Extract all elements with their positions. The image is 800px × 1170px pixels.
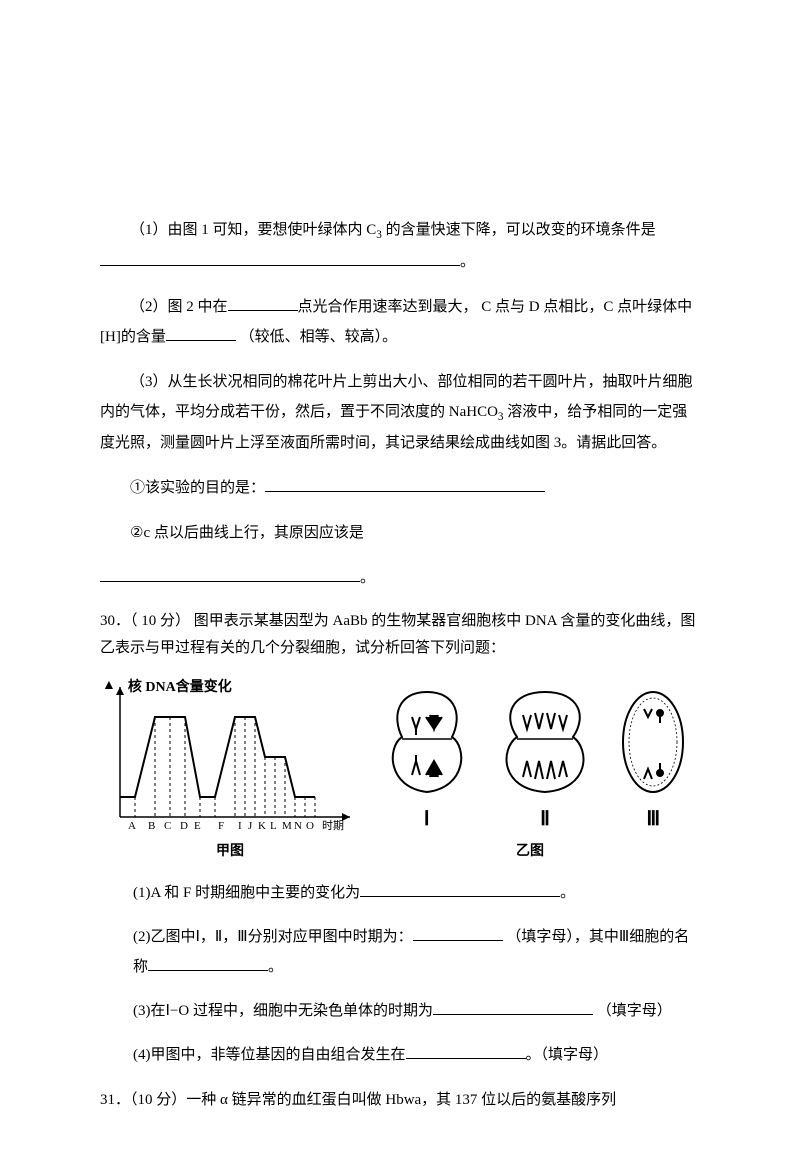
exam-page: （1）由图 1 可知，要想使叶绿体内 C3 的含量快速下降，可以改变的环境条件是… (0, 0, 800, 1170)
figure-jia: ▲核 DNA含量变化 (100, 677, 360, 837)
q29-1: （1）由图 1 可知，要想使叶绿体内 C3 的含量快速下降，可以改变的环境条件是… (100, 215, 700, 277)
q30-4-a: (4)甲图中，非等位基因的自由组合发生在 (133, 1047, 406, 1063)
blank-q30-4 (406, 1043, 526, 1059)
q30-1-b: 。 (560, 885, 575, 901)
caption-yi: 乙图 (360, 839, 700, 864)
blank-q30-2a (413, 925, 503, 941)
blank-q29-2a (228, 295, 298, 311)
q30-head-text: 30．（ 10 分） 图甲表示某基因型为 AaBb 的生物某器官细胞核中 DNA… (100, 613, 695, 656)
q29-3-2-text: ②c 点以后曲线上行，其原因应该是 (130, 525, 364, 541)
svg-text:J: J (248, 820, 253, 832)
figure-yi: Ⅰ (360, 687, 700, 837)
blank-q29-3-2 (100, 566, 360, 582)
cell-3 (618, 687, 688, 797)
cell-1 (382, 687, 472, 797)
blank-q30-2b (148, 955, 268, 971)
cell-2 (495, 687, 595, 797)
q30-2-c: 。 (268, 959, 283, 975)
q29-3: （3）从生长状况相同的棉花叶片上剪出大小、部位相同的若干圆叶片，抽取叶片细胞内的… (100, 367, 700, 459)
svg-text:C: C (164, 820, 171, 832)
cell-1-wrap: Ⅰ (382, 687, 472, 837)
roman-1: Ⅰ (382, 801, 472, 837)
svg-text:B: B (148, 820, 155, 832)
q29-1-text-b: 的含量快速下降，可以改变的环境条件是 (382, 222, 656, 238)
q30-1: (1)A 和 F 时期细胞中主要的变化为 。 (100, 879, 700, 908)
cell-2-wrap: Ⅱ (495, 687, 595, 837)
q29-3-2-blank-row: 。 (100, 563, 700, 593)
blank-q30-1 (360, 881, 560, 897)
q29-1-text-a: （1）由图 1 可知，要想使叶绿体内 C (130, 222, 376, 238)
svg-text:M: M (282, 820, 292, 832)
svg-text:O: O (306, 820, 314, 832)
q29-3-2: ②c 点以后曲线上行，其原因应该是 (100, 518, 700, 548)
q30-3-b: （填字母） (593, 1003, 672, 1019)
q30-3: (3)在Ⅰ−O 过程中，细胞中无染色单体的时期为 （填字母） (100, 997, 700, 1026)
blank-q30-3 (433, 999, 593, 1015)
q30-4: (4)甲图中，非等位基因的自由组合发生在 。（填字母） (100, 1041, 700, 1070)
q30-1-a: (1)A 和 F 时期细胞中主要的变化为 (133, 885, 360, 901)
svg-text:K: K (258, 820, 266, 832)
q30-3-a: (3)在Ⅰ−O 过程中，细胞中无染色单体的时期为 (133, 1003, 433, 1019)
jia-ylabel-text: 核 DNA含量变化 (128, 680, 232, 695)
svg-text:E: E (194, 820, 201, 832)
q31: 31．（10 分）一种 α 链异常的血红蛋白叫做 Hbwa，其 137 位以后的… (100, 1085, 700, 1115)
cell-3-wrap: Ⅲ (618, 687, 688, 837)
q29-3-1-text: ①该实验的目的是： (130, 480, 265, 496)
q29-2: （2）图 2 中在点光合作用速率达到最大， C 点与 D 点相比，C 点叶绿体中… (100, 292, 700, 352)
blank-q29-1 (100, 250, 460, 266)
q30-2: (2)乙图中Ⅰ，Ⅱ，Ⅲ分别对应甲图中时期为： （填字母），其中Ⅲ细胞的名称。 (100, 923, 700, 982)
q30-2-a: (2)乙图中Ⅰ，Ⅱ，Ⅲ分别对应甲图中时期为： (133, 929, 413, 945)
blank-q29-2b (166, 325, 236, 341)
figure-captions: 甲图 乙图 (100, 839, 700, 864)
roman-3: Ⅲ (618, 801, 688, 837)
jia-svg: A B C D E F I J K L M N O 时期 (100, 677, 360, 837)
blank-q29-3-1 (265, 476, 545, 492)
jia-xlabel: 时期 (322, 819, 344, 832)
svg-text:N: N (294, 820, 302, 832)
caption-jia: 甲图 (100, 839, 360, 864)
svg-text:L: L (270, 820, 277, 832)
q30-head: 30．（ 10 分） 图甲表示某基因型为 AaBb 的生物某器官细胞核中 DNA… (100, 608, 700, 662)
svg-text:D: D (180, 820, 188, 832)
q29-2-text-c: （较低、相等、较高）。 (236, 329, 397, 345)
jia-ylabel: ▲核 DNA含量变化 (114, 675, 232, 700)
q29-2-text-a: （2）图 2 中在 (130, 299, 228, 315)
q29-3-1: ①该实验的目的是： (100, 473, 700, 503)
svg-text:I: I (238, 820, 242, 832)
q30-4-b: 。（填字母） (526, 1047, 609, 1063)
q29-1-end: 。 (460, 254, 475, 270)
svg-text:A: A (128, 820, 136, 832)
q29-3-2-end: 。 (360, 570, 375, 586)
svg-text:F: F (218, 820, 224, 832)
q30-figure-row: ▲核 DNA含量变化 (100, 677, 700, 837)
roman-2: Ⅱ (495, 801, 595, 837)
q31-text: 31．（10 分）一种 α 链异常的血红蛋白叫做 Hbwa，其 137 位以后的… (100, 1092, 616, 1108)
q30: 30．（ 10 分） 图甲表示某基因型为 AaBb 的生物某器官细胞核中 DNA… (100, 608, 700, 1070)
